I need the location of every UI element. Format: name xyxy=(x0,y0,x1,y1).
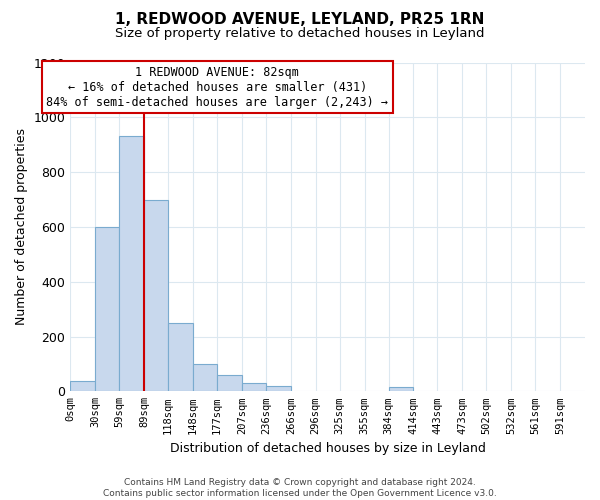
Text: Contains HM Land Registry data © Crown copyright and database right 2024.
Contai: Contains HM Land Registry data © Crown c… xyxy=(103,478,497,498)
Y-axis label: Number of detached properties: Number of detached properties xyxy=(15,128,28,326)
Bar xyxy=(193,364,217,392)
X-axis label: Distribution of detached houses by size in Leyland: Distribution of detached houses by size … xyxy=(170,442,485,455)
Text: 1, REDWOOD AVENUE, LEYLAND, PR25 1RN: 1, REDWOOD AVENUE, LEYLAND, PR25 1RN xyxy=(115,12,485,28)
Bar xyxy=(389,387,413,392)
Bar xyxy=(95,227,119,392)
Bar xyxy=(266,386,291,392)
Text: 1 REDWOOD AVENUE: 82sqm
← 16% of detached houses are smaller (431)
84% of semi-d: 1 REDWOOD AVENUE: 82sqm ← 16% of detache… xyxy=(46,66,388,108)
Bar xyxy=(217,376,242,392)
Bar xyxy=(242,382,266,392)
Bar xyxy=(168,324,193,392)
Bar xyxy=(70,381,95,392)
Text: Size of property relative to detached houses in Leyland: Size of property relative to detached ho… xyxy=(115,28,485,40)
Bar xyxy=(144,200,168,392)
Bar xyxy=(119,136,144,392)
